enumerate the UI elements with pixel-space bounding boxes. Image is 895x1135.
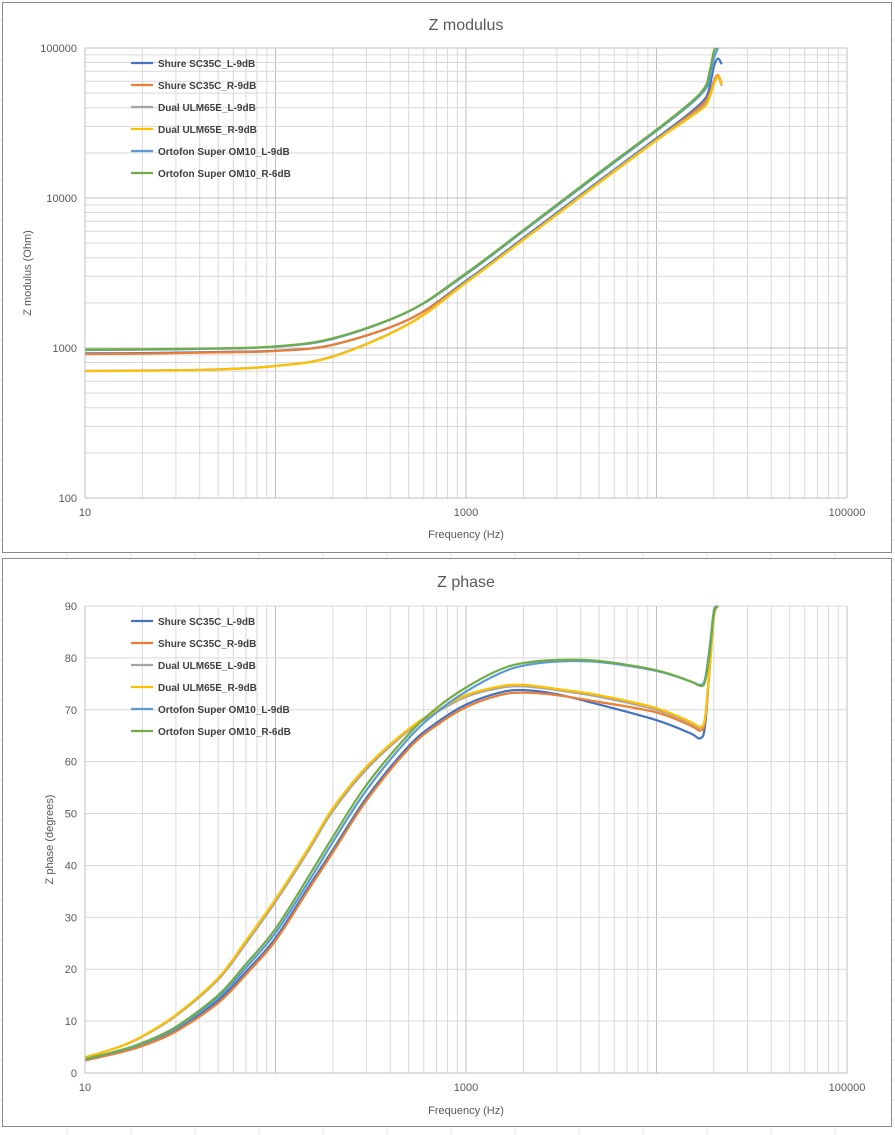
y-tick-label: 50 bbox=[65, 809, 77, 821]
legend: Shure SC35C_L-9dB Shure SC35C_R-9dB Dual U… bbox=[131, 617, 291, 738]
z-phase-chart-svg: Z phase Frequency (Hz) Z phase (degrees)… bbox=[44, 574, 866, 1117]
legend-label: Shure SC35C_L-9dB bbox=[158, 617, 255, 628]
y-tick-label: 100000 bbox=[40, 43, 77, 55]
x-tick-label: 10 bbox=[79, 1082, 91, 1094]
x-axis-title: Frequency (Hz) bbox=[428, 1105, 504, 1117]
series-line-4 bbox=[85, 605, 719, 1059]
y-axis-title: Z modulus (Ohm) bbox=[22, 230, 34, 316]
gridlines bbox=[84, 605, 848, 1074]
y-tick-label: 30 bbox=[65, 912, 77, 924]
legend-label: Dual ULM65E_L-9dB bbox=[158, 103, 256, 114]
series-line-2 bbox=[85, 605, 719, 1062]
legend-label: Dual ULM65E_R-9dB bbox=[158, 683, 257, 694]
legend-label: Ortofon Super OM10_L-9dB bbox=[158, 705, 290, 716]
series-line-6 bbox=[85, 47, 717, 351]
x-tick-label: 100000 bbox=[829, 507, 866, 519]
series-line-1 bbox=[85, 605, 719, 1062]
legend-label: Shure SC35C_L-9dB bbox=[158, 59, 255, 70]
y-tick-label: 60 bbox=[65, 757, 77, 769]
y-tick-label: 70 bbox=[65, 705, 77, 717]
y-tick-label: 0 bbox=[71, 1068, 77, 1080]
legend-label: Ortofon Super OM10_R-6dB bbox=[158, 727, 291, 738]
z-modulus-chart[interactable]: Z modulus Frequency (Hz) Z modulus (Ohm)… bbox=[2, 2, 892, 553]
y-tick-label: 80 bbox=[65, 653, 77, 665]
legend-label: Dual ULM65E_L-9dB bbox=[158, 661, 256, 672]
chart-title: Z modulus bbox=[429, 17, 504, 34]
gridlines bbox=[84, 47, 848, 499]
series-line-4 bbox=[85, 75, 723, 373]
x-tick-label: 10 bbox=[79, 507, 91, 519]
x-axis-title: Frequency (Hz) bbox=[428, 529, 504, 541]
legend-label: Ortofon Super OM10_R-6dB bbox=[158, 169, 291, 180]
legend-label: Shure SC35C_R-9dB bbox=[158, 639, 256, 650]
y-tick-label: 10000 bbox=[46, 193, 77, 205]
legend-label: Ortofon Super OM10_L-9dB bbox=[158, 147, 290, 158]
legend-label: Dual ULM65E_R-9dB bbox=[158, 125, 257, 136]
y-tick-label: 90 bbox=[65, 601, 77, 613]
y-tick-label: 10 bbox=[65, 1016, 77, 1028]
z-modulus-chart-svg: Z modulus Frequency (Hz) Z modulus (Ohm)… bbox=[22, 17, 866, 541]
chart-title: Z phase bbox=[437, 574, 495, 591]
series-lines bbox=[85, 605, 719, 1062]
series-line-2 bbox=[85, 74, 723, 356]
y-tick-label: 40 bbox=[65, 860, 77, 872]
z-phase-chart[interactable]: Z phase Frequency (Hz) Z phase (degrees)… bbox=[2, 558, 892, 1127]
y-tick-label: 100 bbox=[59, 493, 77, 505]
legend: Shure SC35C_L-9dB Shure SC35C_R-9dB Dual U… bbox=[131, 59, 291, 180]
legend-label: Shure SC35C_R-9dB bbox=[158, 81, 256, 92]
series-line-6 bbox=[85, 605, 719, 1061]
series-line-5 bbox=[85, 605, 719, 1061]
x-tick-label: 1000 bbox=[454, 507, 478, 519]
y-axis-title: Z phase (degrees) bbox=[44, 795, 56, 885]
x-tick-label: 100000 bbox=[829, 1082, 866, 1094]
y-tick-label: 1000 bbox=[53, 343, 77, 355]
series-lines bbox=[85, 47, 723, 373]
y-tick-label: 20 bbox=[65, 964, 77, 976]
x-tick-label: 1000 bbox=[454, 1082, 478, 1094]
series-line-3 bbox=[85, 605, 719, 1059]
